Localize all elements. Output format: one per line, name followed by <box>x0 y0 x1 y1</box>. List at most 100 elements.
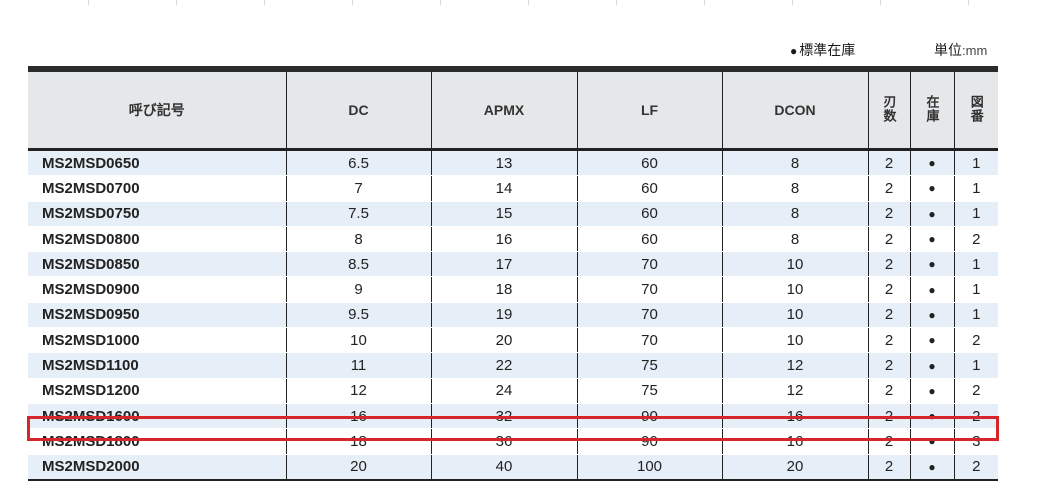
table-row: MS2MSD0900 9 18 70 10 2 ● 1 <box>28 276 998 303</box>
header-dcon: DCON <box>721 69 869 151</box>
cell-apmx: 13 <box>430 149 578 177</box>
cell-apmx: 17 <box>430 251 578 278</box>
cell-dcon: 8 <box>721 175 869 202</box>
header-flutes-label: 刃数 <box>881 94 897 123</box>
cell-apmx: 19 <box>430 302 578 329</box>
stock-legend: ● 標準在庫 <box>790 40 855 60</box>
cell-flutes: 2 <box>867 454 911 481</box>
cell-dc: 20 <box>285 454 432 481</box>
cell-dcon: 12 <box>721 378 869 404</box>
cell-drawing: 1 <box>953 175 998 202</box>
cell-apmx: 32 <box>430 403 578 430</box>
cell-lf: 70 <box>576 251 723 278</box>
cell-flutes: 2 <box>867 378 911 404</box>
cell-dcon: 8 <box>721 226 869 253</box>
header-lf: LF <box>576 69 723 151</box>
cell-drawing: 1 <box>953 352 998 379</box>
cell-dc: 7.5 <box>285 201 432 227</box>
cell-stock: ● <box>909 327 955 354</box>
cell-apmx: 18 <box>430 276 578 303</box>
cell-stock: ● <box>909 201 955 227</box>
cell-dcon: 10 <box>721 302 869 329</box>
cell-flutes: 2 <box>867 352 911 379</box>
header-dc: DC <box>285 69 432 151</box>
cell-flutes: 2 <box>867 226 911 253</box>
table-row: MS2MSD1800 18 36 90 16 2 ● 3 <box>28 428 998 455</box>
table-row: MS2MSD0950 9.5 19 70 10 2 ● 1 <box>28 302 998 329</box>
cell-lf: 90 <box>576 403 723 430</box>
cell-lf: 75 <box>576 378 723 404</box>
cell-dc: 10 <box>285 327 432 354</box>
cell-lf: 90 <box>576 428 723 455</box>
header-stock: 在庫 <box>909 69 955 151</box>
cell-code: MS2MSD0750 <box>28 201 287 227</box>
cell-lf: 75 <box>576 352 723 379</box>
cell-drawing: 1 <box>953 302 998 329</box>
unit-label: 単位 <box>934 42 962 58</box>
table-row: MS2MSD1600 16 32 90 16 2 ● 2 <box>28 403 998 430</box>
cell-drawing: 1 <box>953 149 998 177</box>
cell-flutes: 2 <box>867 428 911 455</box>
cell-dcon: 8 <box>721 149 869 177</box>
cell-flutes: 2 <box>867 149 911 177</box>
header-stock-label: 在庫 <box>924 94 940 123</box>
cell-dc: 9.5 <box>285 302 432 329</box>
cell-dc: 6.5 <box>285 149 432 177</box>
cell-apmx: 20 <box>430 327 578 354</box>
stock-legend-label: 標準在庫 <box>799 42 856 58</box>
cell-drawing: 2 <box>953 327 998 354</box>
cell-stock: ● <box>909 378 955 404</box>
cell-code: MS2MSD0650 <box>28 149 287 177</box>
table-row: MS2MSD1200 12 24 75 12 2 ● 2 <box>28 378 998 404</box>
table-row: MS2MSD0700 7 14 60 8 2 ● 1 <box>28 175 998 202</box>
cell-stock: ● <box>909 226 955 253</box>
cell-dc: 9 <box>285 276 432 303</box>
cell-lf: 70 <box>576 327 723 354</box>
cell-drawing: 2 <box>953 403 998 430</box>
cell-flutes: 2 <box>867 403 911 430</box>
cell-apmx: 36 <box>430 428 578 455</box>
cell-apmx: 24 <box>430 378 578 404</box>
cell-flutes: 2 <box>867 201 911 227</box>
cell-stock: ● <box>909 454 955 481</box>
cell-dcon: 10 <box>721 276 869 303</box>
cell-lf: 70 <box>576 302 723 329</box>
cell-dc: 8.5 <box>285 251 432 278</box>
cell-code: MS2MSD0900 <box>28 276 287 303</box>
cell-drawing: 1 <box>953 276 998 303</box>
unit-value: :mm <box>962 43 988 58</box>
cell-code: MS2MSD1200 <box>28 378 287 404</box>
table-row: MS2MSD0650 6.5 13 60 8 2 ● 1 <box>28 149 998 177</box>
cell-code: MS2MSD1600 <box>28 403 287 430</box>
cell-flutes: 2 <box>867 276 911 303</box>
cell-code: MS2MSD1800 <box>28 428 287 455</box>
cell-flutes: 2 <box>867 175 911 202</box>
header-drawing-label: 図番 <box>968 94 984 123</box>
spec-table-container: 呼び記号 DC APMX LF DCON 刃数 在庫 図番 MS2MSD0650… <box>28 66 998 481</box>
cell-code: MS2MSD0850 <box>28 251 287 278</box>
header-apmx: APMX <box>430 69 578 151</box>
cell-dc: 7 <box>285 175 432 202</box>
cell-dcon: 16 <box>721 428 869 455</box>
cell-flutes: 2 <box>867 327 911 354</box>
cell-lf: 70 <box>576 276 723 303</box>
cell-dc: 16 <box>285 403 432 430</box>
cell-code: MS2MSD0950 <box>28 302 287 329</box>
cell-drawing: 2 <box>953 226 998 253</box>
stock-dot-icon: ● <box>790 44 798 58</box>
cell-lf: 60 <box>576 201 723 227</box>
cell-lf: 60 <box>576 149 723 177</box>
header-flutes: 刃数 <box>867 69 911 151</box>
cell-code: MS2MSD2000 <box>28 454 287 481</box>
cell-apmx: 14 <box>430 175 578 202</box>
cell-drawing: 1 <box>953 201 998 227</box>
top-divider-ticks <box>0 0 1040 6</box>
cell-apmx: 40 <box>430 454 578 481</box>
cell-apmx: 16 <box>430 226 578 253</box>
cell-dc: 12 <box>285 378 432 404</box>
cell-flutes: 2 <box>867 302 911 329</box>
cell-drawing: 1 <box>953 251 998 278</box>
cell-dc: 18 <box>285 428 432 455</box>
cell-lf: 60 <box>576 175 723 202</box>
cell-code: MS2MSD1100 <box>28 352 287 379</box>
